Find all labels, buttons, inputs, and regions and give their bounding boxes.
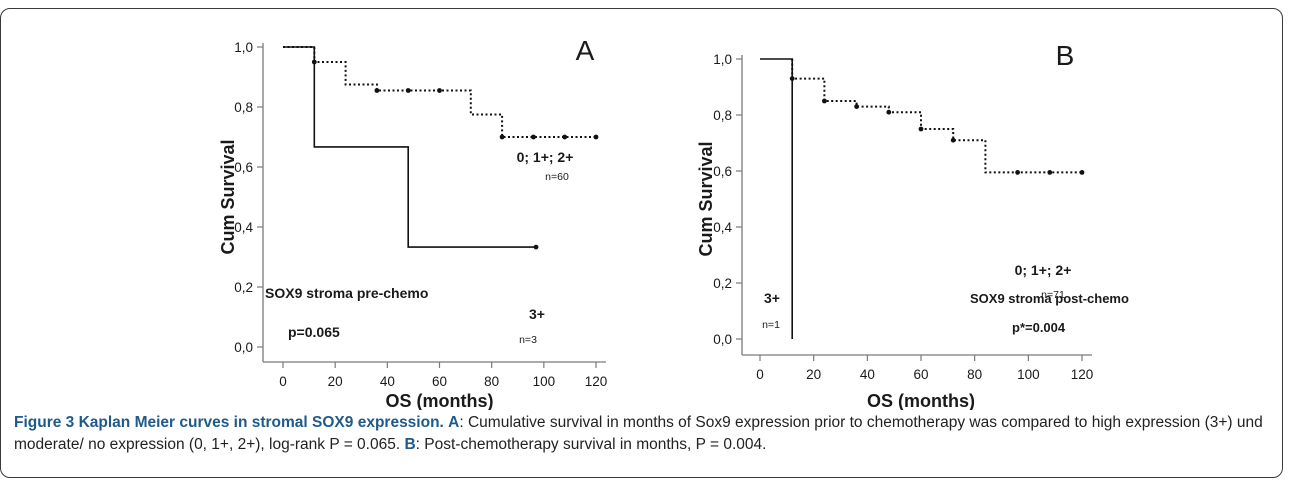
panel-b-x-tick-label: 20 — [806, 367, 821, 382]
panel-a-series-label: 3+ — [529, 306, 545, 322]
caption-label-a: A — [448, 414, 460, 431]
panel-b-x-axis-title: OS (months) — [867, 391, 975, 410]
panel-b-censor-mark — [918, 126, 924, 132]
panel-b-y-tick-label: 0,6 — [713, 164, 732, 179]
panel-a-x-tick-label: 20 — [328, 374, 343, 389]
figure-caption: Figure 3 Kaplan Meier curves in stromal … — [14, 412, 1276, 456]
panel-b-series-n: n=71 — [1041, 289, 1065, 301]
panel-b-censor-mark — [1015, 170, 1020, 175]
panel-a-label: A — [576, 35, 595, 66]
panel-b-x-tick-label: 60 — [913, 367, 928, 382]
panel-b-series-line — [791, 59, 1082, 174]
caption-title: Figure 3 Kaplan Meier curves in stromal … — [14, 414, 444, 431]
panel-b-y-axis-title: Cum Survival — [696, 141, 716, 256]
panel-a-annotation: p=0.065 — [288, 324, 340, 340]
panel-b-censor-mark — [854, 104, 859, 109]
panel-a-x-axis-title: OS (months) — [386, 391, 494, 410]
panel-b-censor-mark — [886, 109, 892, 115]
panel-a-x-tick-label: 80 — [484, 374, 499, 389]
panel-b-x-tick-label: 0 — [756, 367, 764, 382]
panel-b-annotation: SOX9 stroma post-chemo — [970, 291, 1129, 306]
caption-text-a: : Cumulative survival in months of Sox9 … — [14, 414, 1263, 453]
panel-a-y-tick-label: 1,0 — [234, 40, 253, 55]
panel-b-censor-mark — [822, 98, 827, 104]
panel-b-series-n: n=1 — [762, 319, 780, 331]
panel-a-censor-mark — [562, 134, 568, 140]
panel-b-y-tick-label: 0,4 — [713, 220, 732, 235]
panel-b-y-tick-label: 0,8 — [713, 108, 732, 123]
caption-text-b: : Post-chemotherapy survival in months, … — [415, 436, 767, 453]
panel-b-annotation: p*=0.004 — [1012, 320, 1066, 335]
panel-a-y-axis-title: Cum Survival — [218, 139, 238, 254]
panel-b-censor-mark — [1079, 170, 1085, 175]
panel-b-x-tick-label: 100 — [1017, 367, 1040, 382]
panel-a-series-label: 0; 1+; 2+ — [517, 149, 574, 165]
panel-a-y-tick-label: 0,8 — [234, 100, 253, 115]
panel-a-censor-mark — [405, 88, 411, 93]
panel-b-series-label: 0; 1+; 2+ — [1015, 262, 1072, 278]
figure-frame — [0, 8, 1283, 478]
panel-a-censor-mark — [533, 244, 539, 250]
panel-a-annotation: SOX9 stroma pre-chemo — [265, 285, 428, 301]
panel-a-censor-mark — [499, 134, 505, 140]
panel-a-y-tick-label: 0,6 — [234, 160, 253, 175]
panel-a-y-tick-label: 0,0 — [234, 340, 253, 355]
panel-a-censor-mark — [374, 88, 380, 93]
panel-a-censor-mark — [437, 88, 442, 93]
kaplan-meier-figure: 0,0 0,2 0,4 0,6 0,8 1,0 0 20 40 60 80 100 120 OS (mon… — [218, 35, 1129, 410]
panel-b-censor-mark — [950, 137, 956, 143]
panel-b-y-tick-label: 0,0 — [713, 332, 732, 347]
panel-b-label: B — [1056, 40, 1075, 71]
panel-a-y-tick-label: 0,2 — [234, 280, 253, 295]
panel-b-y-tick-label: 1,0 — [713, 52, 732, 67]
panel-a-x-tick-label: 40 — [380, 374, 395, 389]
panel-a-y-tick-label: 0,4 — [234, 220, 253, 235]
panel-b-x-tick-label: 120 — [1071, 367, 1094, 382]
panel-a-x-tick-label: 120 — [585, 374, 608, 389]
panel-a-series-line — [283, 46, 536, 248]
panel-a-censor-mark — [531, 134, 536, 140]
panel-b-y-tick-label: 0,2 — [713, 276, 732, 291]
panel-b-x-tick-label: 40 — [860, 367, 875, 382]
panel-b-series-line — [760, 58, 794, 339]
panel-b-series-label: 3+ — [764, 290, 780, 306]
panel-a-x-tick-label: 100 — [533, 374, 556, 389]
panel-a-series-n: n=3 — [519, 334, 537, 346]
panel-b-censor-mark — [1047, 170, 1053, 175]
panel-a-x-tick-label: 60 — [432, 374, 447, 389]
panel-a-x-tick-label: 0 — [279, 374, 287, 389]
panel-a-series-n: n=60 — [545, 171, 569, 183]
caption-label-b: B — [404, 436, 416, 453]
panel-a-censor-mark — [593, 134, 599, 140]
panel-b-x-tick-label: 80 — [967, 367, 982, 382]
